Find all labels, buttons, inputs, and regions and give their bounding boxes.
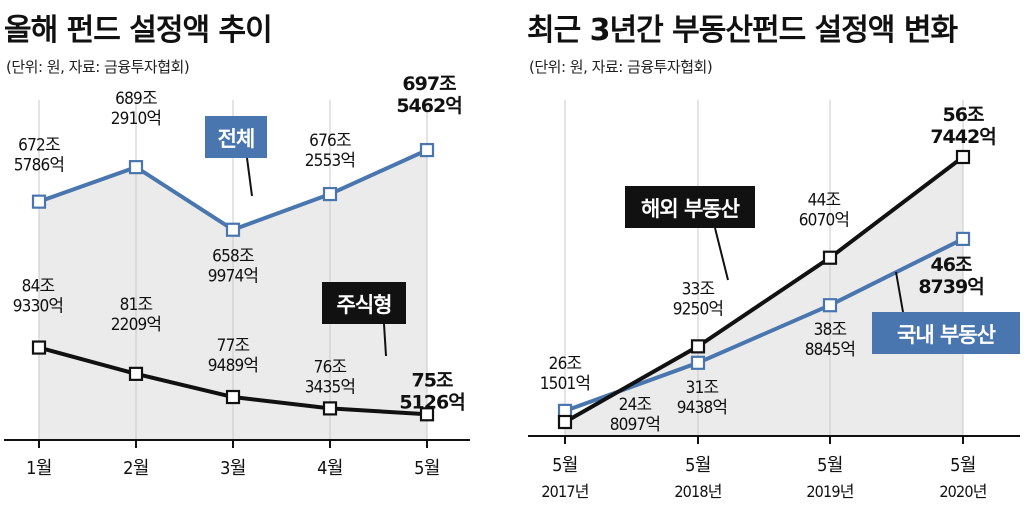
chart-left-data-label: 5786억 <box>14 156 65 176</box>
chart-left-data-point <box>225 389 241 405</box>
chart-left-data-label: 2910억 <box>111 109 162 129</box>
chart-left-series-tag-label: 전체 <box>218 127 255 151</box>
chart-right-tick-label: 2018년 <box>674 482 721 501</box>
chart-right-data-label: 6070억 <box>799 211 850 231</box>
chart-right: 최근 3년간 부동산펀드 설정액 변화 (단위: 원, 자료: 금융투자협회) … <box>527 13 1020 501</box>
chart-left-data-label: 9330억 <box>13 297 64 317</box>
chart-left-data-label: 3435억 <box>305 377 356 397</box>
chart-right-tick-label: 2020년 <box>939 482 986 501</box>
chart-left-data-label: 2209억 <box>111 315 162 335</box>
chart-right-data-label: 24조 <box>619 395 652 415</box>
chart-left-x-ticks: 1월 2월 3월 4월 5월 <box>26 440 440 479</box>
chart-right-data-label: 9250억 <box>673 299 724 319</box>
chart-right-data-point <box>955 231 971 247</box>
chart-left-gridlines <box>38 100 428 440</box>
chart-right-data-label: 46조 <box>931 254 972 276</box>
chart-left-data-label: 9974억 <box>208 267 259 287</box>
chart-left-data-point <box>31 340 47 355</box>
chart-right-data-point <box>955 149 971 165</box>
chart-left-data-label: 81조 <box>120 295 153 315</box>
chart-left-data-label: 672조 <box>18 136 60 156</box>
chart-right-data-label: 44조 <box>808 191 841 211</box>
chart-left-data-label: 658조 <box>212 247 254 267</box>
chart-left-data-point <box>322 186 338 202</box>
chart-left-data-point <box>419 407 435 422</box>
chart-left: 올해 펀드 설정액 추이 (단위: 원, 자료: 금융투자협회) 1월 2월 3월 4… <box>4 13 470 479</box>
chart-left-data-label: 9489억 <box>208 356 259 376</box>
chart-left-tick-label: 3월 <box>220 458 246 479</box>
chart-left-data-label: 689조 <box>115 89 157 109</box>
chart-left-series-tag-total <box>205 116 267 158</box>
chart-right-data-point <box>690 339 706 354</box>
chart-right-tick-label: 5월 <box>817 455 843 476</box>
chart-right-tick-label: 2019년 <box>806 482 853 501</box>
chart-left-data-point <box>31 194 47 209</box>
chart-left-data-label: 5126억 <box>399 391 464 413</box>
chart-right-data-label: 31조 <box>686 378 719 398</box>
chart-right-data-label: 26조 <box>549 354 582 374</box>
chart-right-tick-label: 5월 <box>950 455 976 476</box>
chart-right-data-label: 8097억 <box>610 415 661 435</box>
chart-right-data-label: 56조 <box>943 104 984 126</box>
chart-left-tag-leader <box>383 323 387 357</box>
chart-right-tag-leader <box>714 227 729 281</box>
chart-left-series-tag-equity <box>322 282 406 324</box>
chart-left-data-point <box>225 222 241 237</box>
chart-right-data-label: 33조 <box>682 279 715 299</box>
chart-left-data-label: 77조 <box>217 336 250 356</box>
chart-left-tick-label: 5월 <box>414 458 440 479</box>
chart-right-title: 최근 3년간 부동산펀드 설정액 변화 <box>527 13 958 48</box>
chart-right-data-label: 1501억 <box>540 374 591 394</box>
chart-left-tag-leader <box>246 157 253 197</box>
chart-right-data-point <box>822 250 838 265</box>
chart-left-data-label: 2553억 <box>305 151 356 171</box>
chart-left-data-label: 697조 <box>402 73 456 95</box>
chart-left-data-point <box>322 401 338 416</box>
chart-left-tick-label: 1월 <box>26 458 52 479</box>
chart-left-data-point <box>128 160 144 175</box>
chart-right-tick-label: 5월 <box>685 455 711 476</box>
chart-right-series-line <box>564 155 965 424</box>
chart-right-source: (단위: 원, 자료: 금융투자협회) <box>529 58 712 76</box>
chart-right-data-point <box>557 414 573 430</box>
chart-right-series-tag-domestic <box>872 312 1020 354</box>
chart-right-series-tag-overseas <box>625 186 755 228</box>
chart-left-data-point <box>128 366 144 381</box>
chart-left-data-point <box>419 142 435 158</box>
chart-left-data-label: 76조 <box>314 357 347 377</box>
chart-right-data-point <box>690 355 706 370</box>
chart-right-x-ticks: 5월 2017년 5월 2018년 5월 2019년 5월 2020년 <box>541 436 988 501</box>
chart-left-tick-label: 4월 <box>317 458 343 479</box>
chart-right-tick-label: 5월 <box>552 455 578 476</box>
chart-right-series-tag-label: 국내 부동산 <box>897 323 996 347</box>
chart-left-data-label: 75조 <box>412 369 453 391</box>
chart-right-tag-leader <box>895 271 904 313</box>
chart-left-tick-label: 2월 <box>123 458 149 479</box>
chart-left-series-tag-label: 주식형 <box>337 293 392 317</box>
chart-right-series-tag-label: 해외 부동산 <box>641 197 740 221</box>
chart-left-source: (단위: 원, 자료: 금융투자협회) <box>6 58 189 76</box>
chart-right-data-label: 8739억 <box>918 276 983 298</box>
chart-right-data-label: 7442억 <box>930 126 995 148</box>
chart-right-tick-label: 2017년 <box>541 482 588 501</box>
chart-right-data-label: 38조 <box>814 320 847 340</box>
chart-left-data-label: 84조 <box>22 277 55 297</box>
chart-left-data-label: 5462억 <box>396 95 461 117</box>
chart-left-data-label: 676조 <box>309 131 351 151</box>
chart-right-data-label: 9438억 <box>677 398 728 418</box>
chart-left-title: 올해 펀드 설정액 추이 <box>4 13 272 48</box>
chart-right-data-point <box>822 298 838 313</box>
chart-right-data-label: 8845억 <box>805 340 856 360</box>
